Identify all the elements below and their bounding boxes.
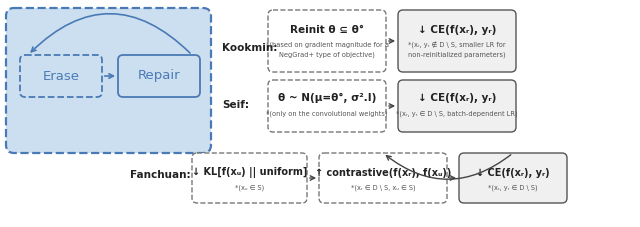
Text: ↓ CE(f(xᵣ), yᵣ): ↓ CE(f(xᵣ), yᵣ) [418,25,496,35]
Text: θ ~ N(μ=θ°, σ².I): θ ~ N(μ=θ°, σ².I) [278,93,376,103]
Text: *(xᵣ, yᵣ ∈ D \ S, batch-dependent LR): *(xᵣ, yᵣ ∈ D \ S, batch-dependent LR) [396,111,518,117]
Text: ↓ KL[f(xᵤ) || uniform]: ↓ KL[f(xᵤ) || uniform] [192,168,307,178]
FancyBboxPatch shape [192,153,307,203]
Text: Erase: Erase [42,69,79,82]
Text: ↓ CE(f(xᵣ), yᵣ): ↓ CE(f(xᵣ), yᵣ) [418,93,496,103]
Text: ↓ CE(f(xᵣ), yᵣ): ↓ CE(f(xᵣ), yᵣ) [476,168,550,178]
Text: Fanchuan:: Fanchuan: [130,170,191,180]
Text: *(xᵣ ∈ D \ S, xᵤ ∈ S): *(xᵣ ∈ D \ S, xᵤ ∈ S) [351,185,415,191]
FancyBboxPatch shape [398,80,516,132]
Text: *(xᵣ, yᵣ ∈ D \ S): *(xᵣ, yᵣ ∈ D \ S) [488,185,538,191]
Text: NegGrad+ type of objective): NegGrad+ type of objective) [279,52,375,58]
FancyBboxPatch shape [6,8,211,153]
Text: *(xᵤ ∈ S): *(xᵤ ∈ S) [235,185,264,191]
Text: ↑ contrastive(f(xᵣ), f(xᵤ)): ↑ contrastive(f(xᵣ), f(xᵤ)) [315,168,451,178]
Text: non-reinitialized parameters): non-reinitialized parameters) [408,52,506,58]
FancyArrowPatch shape [387,155,511,179]
FancyBboxPatch shape [459,153,567,203]
FancyBboxPatch shape [268,80,386,132]
Text: *(based on gradient magnitude for a: *(based on gradient magnitude for a [266,42,388,48]
Text: Seif:: Seif: [222,100,249,110]
Text: Kookmin:: Kookmin: [222,43,277,53]
Text: *(only on the convolutional weights): *(only on the convolutional weights) [266,111,388,117]
FancyBboxPatch shape [398,10,516,72]
Text: *(xᵣ, yᵣ ∉ D \ S, smaller LR for: *(xᵣ, yᵣ ∉ D \ S, smaller LR for [408,41,506,49]
FancyBboxPatch shape [20,55,102,97]
FancyBboxPatch shape [319,153,447,203]
FancyBboxPatch shape [268,10,386,72]
FancyArrowPatch shape [31,14,190,53]
Text: Reinit θ ⊆ θ°: Reinit θ ⊆ θ° [290,25,364,35]
Text: Repair: Repair [138,69,180,82]
FancyBboxPatch shape [118,55,200,97]
